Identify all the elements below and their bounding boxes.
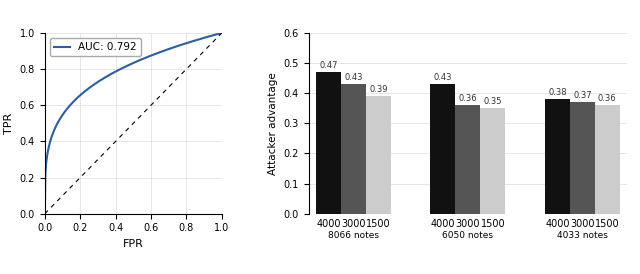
Text: 4033 notes: 4033 notes — [557, 231, 608, 240]
Text: 0.37: 0.37 — [573, 91, 591, 100]
X-axis label: FPR: FPR — [123, 239, 144, 249]
Y-axis label: Attacker advantage: Attacker advantage — [268, 72, 278, 175]
AUC: 0.792: (0.612, 0.879): 0.792: (0.612, 0.879) — [149, 53, 157, 56]
Text: 0.35: 0.35 — [484, 97, 502, 106]
AUC: 0.792: (1, 1): 0.792: (1, 1) — [218, 31, 226, 35]
Legend: AUC: 0.792: AUC: 0.792 — [50, 38, 141, 56]
Text: 0.43: 0.43 — [434, 73, 452, 82]
Text: 6050 notes: 6050 notes — [442, 231, 493, 240]
Text: 0.36: 0.36 — [598, 94, 616, 103]
Bar — [341, 84, 366, 214]
AUC: 0.792: (0.592, 0.871): 0.792: (0.592, 0.871) — [146, 55, 154, 58]
Text: 0.36: 0.36 — [459, 94, 477, 103]
Text: 8066 notes: 8066 notes — [328, 231, 379, 240]
Bar — [431, 84, 456, 214]
Bar — [316, 72, 341, 214]
Text: 0.43: 0.43 — [344, 73, 363, 82]
Bar — [481, 108, 505, 214]
Line: AUC: 0.792: AUC: 0.792 — [45, 33, 222, 214]
Text: 0.47: 0.47 — [319, 61, 338, 70]
AUC: 0.792: (0.00334, 0.224): 0.792: (0.00334, 0.224) — [42, 172, 49, 175]
Y-axis label: TPR: TPR — [4, 113, 14, 134]
AUC: 0.792: (0.843, 0.956): 0.792: (0.843, 0.956) — [190, 39, 198, 42]
AUC: 0.792: (0, 0): 0.792: (0, 0) — [41, 212, 49, 215]
Bar — [570, 102, 595, 214]
Bar — [595, 105, 620, 214]
Text: 0.38: 0.38 — [548, 88, 566, 97]
Bar — [366, 96, 391, 214]
Bar — [456, 105, 481, 214]
AUC: 0.792: (0.906, 0.975): 0.792: (0.906, 0.975) — [202, 36, 209, 39]
Bar — [545, 99, 570, 214]
Text: 0.39: 0.39 — [369, 85, 388, 94]
AUC: 0.792: (0.595, 0.873): 0.792: (0.595, 0.873) — [147, 54, 154, 58]
